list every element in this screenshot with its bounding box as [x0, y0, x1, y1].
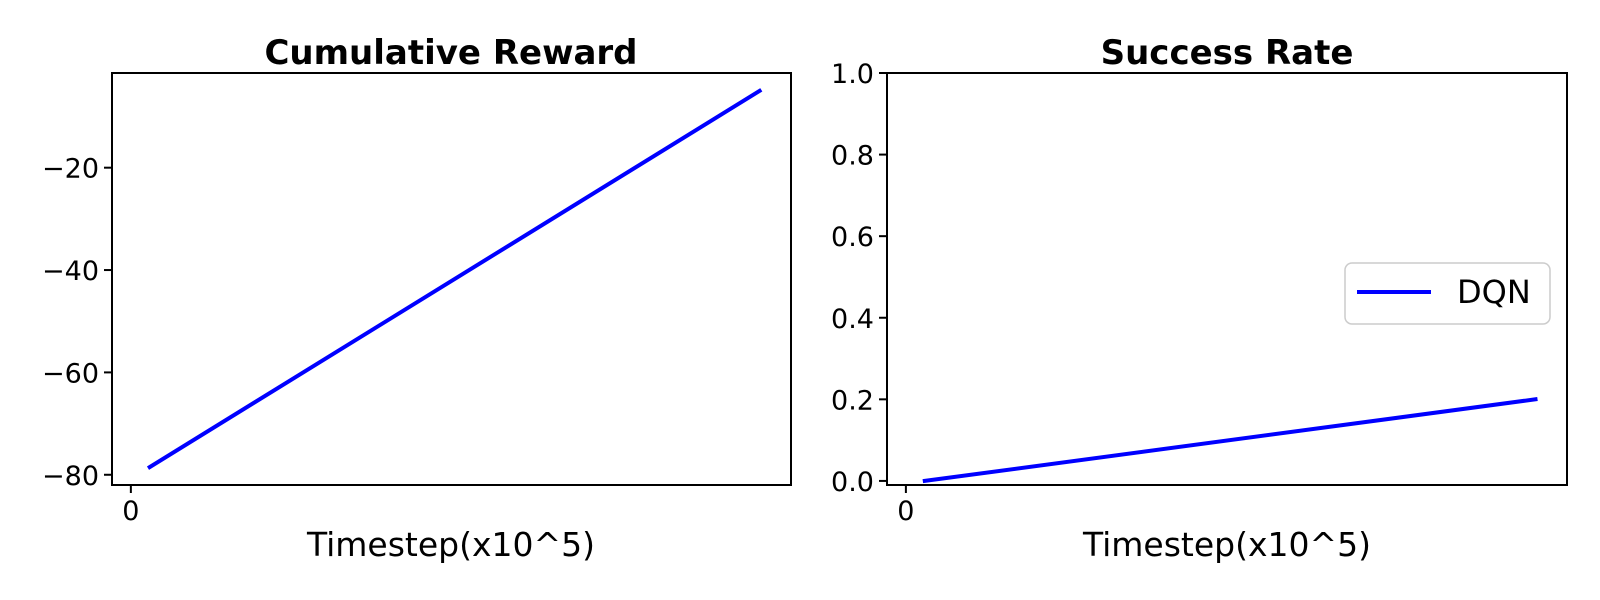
y-tick-label: −80: [42, 461, 99, 492]
plot-marks: [146, 88, 763, 470]
legend: DQN: [1344, 262, 1551, 325]
y-tick-label: 1.0: [831, 59, 874, 90]
y-tick-label: −40: [42, 256, 99, 287]
plot-frame: [111, 72, 792, 486]
y-tick-label: 0.0: [831, 467, 874, 498]
x-axis-label: Timestep(x10^5): [306, 525, 595, 564]
x-tick-label: 0: [897, 496, 914, 527]
plot-marks: [922, 397, 1538, 484]
y-axis-ticks: −80 −60 −40 −20: [42, 154, 112, 492]
chart-success-rate: Success Rate 0.0 0.2 0.4 0.6 0.8 1.0 0 Timest…: [831, 33, 1568, 564]
x-axis-ticks: 0: [122, 485, 139, 527]
x-tick-label: 0: [122, 496, 139, 527]
series-line-dqn: [922, 397, 1538, 484]
y-axis-ticks: 0.0 0.2 0.4 0.6 0.8 1.0: [831, 59, 887, 498]
legend-label-dqn: DQN: [1457, 273, 1531, 311]
y-tick-label: 0.6: [831, 222, 874, 253]
y-tick-label: 0.8: [831, 141, 874, 172]
y-tick-label: 0.4: [831, 304, 874, 335]
x-axis-label: Timestep(x10^5): [1082, 525, 1371, 564]
chart-title: Success Rate: [1101, 33, 1354, 73]
chart-cumulative-reward: Cumulative Reward −80 −60 −40 −20 0 Timeste…: [42, 33, 792, 564]
series-line-0: [146, 88, 763, 470]
plot-frame: [886, 72, 1568, 486]
legend-box: [1344, 262, 1551, 325]
y-tick-label: −20: [42, 154, 99, 185]
chart-title: Cumulative Reward: [264, 33, 637, 73]
x-axis-ticks: 0: [897, 485, 914, 527]
y-tick-label: 0.2: [831, 385, 874, 416]
y-tick-label: −60: [42, 358, 99, 389]
